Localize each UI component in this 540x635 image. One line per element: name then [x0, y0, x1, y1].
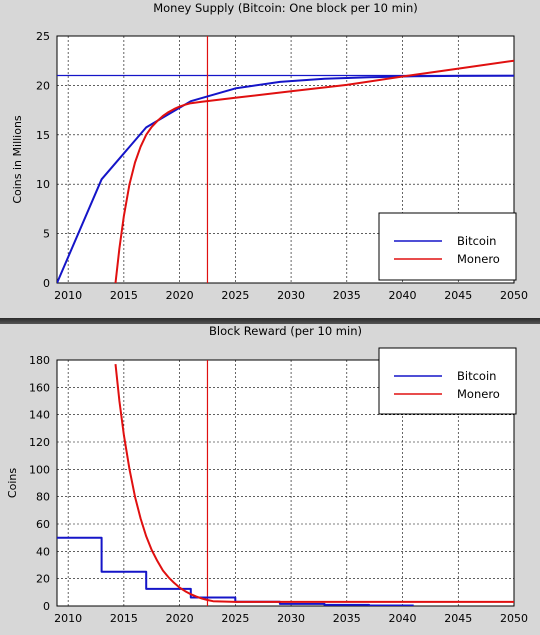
x-tick-label: 2015: [110, 612, 138, 625]
x-tick-label: 2025: [221, 289, 249, 302]
legend: Bitcoin Monero: [378, 347, 517, 415]
y-tick-label: 20: [36, 573, 50, 586]
series-line-monero: [114, 363, 514, 603]
y-axis-label: Coins in Millions: [11, 115, 24, 204]
money-supply-chart: 2010 2015 2020 2025 2030 2035 2040 2045 20500510…: [11, 1, 528, 302]
x-tick-label: 2035: [333, 612, 361, 625]
chart-title: Money Supply (Bitcoin: One block per 10 …: [153, 1, 418, 15]
x-tick-label: 2050: [500, 612, 528, 625]
y-tick-label: 40: [36, 545, 50, 558]
legend-label-bitcoin: Bitcoin: [457, 234, 496, 248]
x-tick-label: 2010: [54, 289, 82, 302]
y-tick-label: 25: [36, 30, 50, 43]
y-tick-label: 160: [29, 381, 50, 394]
series-line-bitcoin: [57, 536, 414, 606]
block-reward-panel: 2010 2015 2020 2025 2030 2035 2040 2045 2050 0 20 4…: [0, 324, 540, 635]
x-tick-label: 2030: [277, 612, 305, 625]
y-tick-label: 10: [36, 178, 50, 191]
x-tick-label: 2040: [389, 612, 417, 625]
block-reward-chart: 2010 2015 2020 2025 2030 2035 2040 2045 20500204…: [6, 324, 528, 625]
series-line-bitcoin: [57, 74, 514, 283]
x-tick-label: 2020: [166, 289, 194, 302]
y-tick-label: 80: [36, 491, 50, 504]
y-tick-label: 20: [36, 79, 50, 92]
legend-label-bitcoin: Bitcoin: [457, 369, 496, 383]
x-tick-label: 2020: [166, 612, 194, 625]
legend-box: [378, 347, 517, 415]
x-tick-label: 2030: [277, 289, 305, 302]
x-tick-label: 2010: [54, 612, 82, 625]
y-axis-label: Coins: [6, 468, 19, 498]
x-tick-label: 2040: [389, 289, 417, 302]
money-supply-panel: 2010 2015 2020 2025 2030 2035 2040 2045 2050 0 5 10…: [0, 0, 540, 318]
y-tick-label: 100: [29, 463, 50, 476]
legend: Bitcoin Monero: [378, 212, 517, 281]
legend-label-monero: Monero: [457, 387, 500, 401]
legend-box: [378, 212, 517, 281]
chart-title: Block Reward (per 10 min): [209, 324, 362, 338]
x-tick-label: 2045: [444, 612, 472, 625]
panel-divider: [0, 318, 540, 324]
y-tick-label: 0: [43, 277, 50, 290]
y-tick-label: 5: [43, 228, 50, 241]
y-tick-label: 15: [36, 129, 50, 142]
y-tick-label: 120: [29, 436, 50, 449]
x-tick-label: 2045: [444, 289, 472, 302]
x-tick-label: 2025: [221, 612, 249, 625]
y-tick-label: 0: [43, 600, 50, 613]
y-tick-label: 140: [29, 409, 50, 422]
legend-label-monero: Monero: [457, 252, 500, 266]
series-line-monero: [114, 59, 514, 283]
x-tick-label: 2035: [333, 289, 361, 302]
y-tick-label: 180: [29, 354, 50, 367]
x-tick-label: 2050: [500, 289, 528, 302]
x-tick-label: 2015: [110, 289, 138, 302]
y-tick-label: 60: [36, 518, 50, 531]
